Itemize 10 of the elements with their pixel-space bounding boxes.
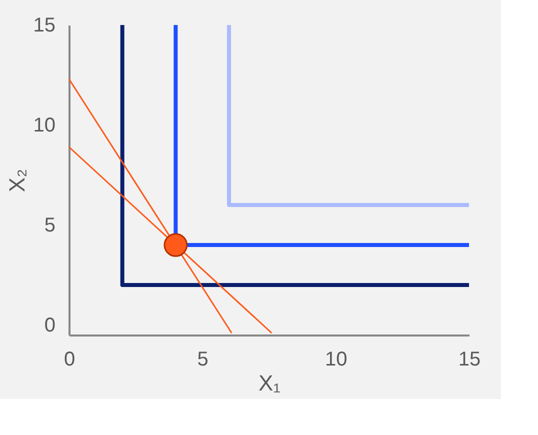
- y-axis-title: X₂: [4, 168, 30, 192]
- x-tick-label: 5: [197, 348, 208, 370]
- x-axis-title: X₁: [258, 370, 281, 396]
- y-tick-label: 0: [44, 314, 56, 336]
- y-tick-label: 5: [44, 214, 56, 236]
- x-tick-label: 15: [458, 348, 481, 370]
- x-tick-label: 0: [64, 348, 76, 370]
- x-tick-label: 10: [325, 348, 348, 370]
- y-tick-label: 15: [33, 14, 56, 36]
- y-tick-label: 10: [33, 114, 56, 136]
